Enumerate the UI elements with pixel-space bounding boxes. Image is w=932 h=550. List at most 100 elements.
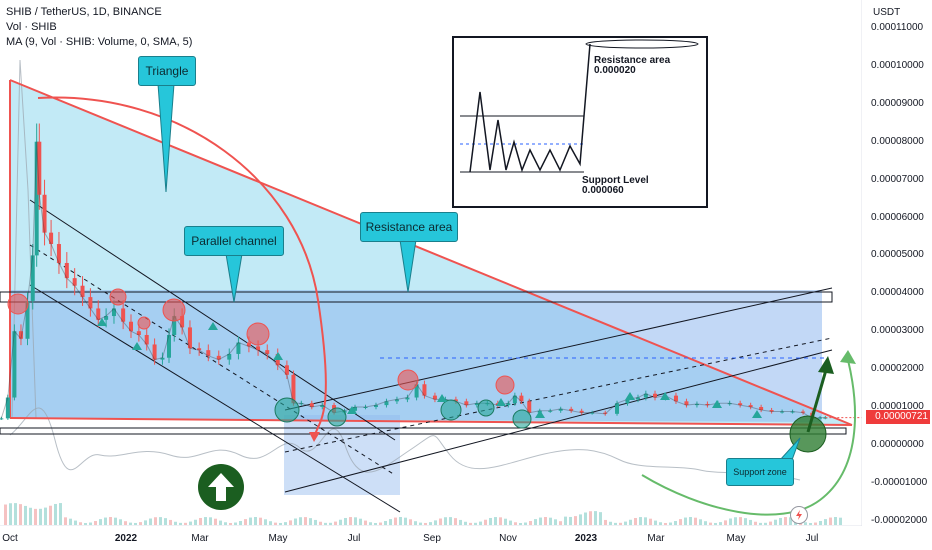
volume-bar: [569, 516, 572, 525]
volume-bar: [654, 520, 657, 525]
price-tick-label: 0.00006000: [871, 211, 924, 223]
candle-body: [790, 411, 795, 413]
candle-body: [187, 327, 192, 349]
candle-body: [635, 397, 640, 400]
volume-bar: [319, 521, 322, 525]
candle-body: [694, 403, 699, 406]
volume-bar: [154, 517, 157, 525]
volume-bar: [544, 517, 547, 525]
volume-bar: [734, 517, 737, 525]
volume-bar: [484, 519, 487, 525]
candle-body: [615, 403, 620, 414]
volume-bar: [454, 518, 457, 525]
volume-bar: [559, 521, 562, 525]
candle-body: [227, 353, 232, 360]
volume-bar: [384, 521, 387, 525]
ascending-channel-upper: [284, 287, 833, 411]
volume-bar: [159, 517, 162, 525]
tradingview-logo-badge[interactable]: [790, 506, 808, 524]
volume-bar: [769, 521, 772, 525]
buy-marker: [327, 407, 347, 427]
volume-bar: [669, 522, 672, 525]
volume-bar: [599, 512, 602, 525]
volume-bar: [299, 517, 302, 525]
volume-bar: [549, 517, 552, 525]
sell-marker: [162, 298, 186, 322]
candle-body: [384, 401, 389, 406]
volume-bar: [829, 517, 832, 525]
inset-diagram[interactable]: Resistance area 0.000020 Support Level 0…: [452, 36, 708, 208]
candle-body: [759, 407, 764, 411]
sell-marker: [495, 375, 515, 395]
candle-body: [144, 334, 149, 345]
sell-marker: [137, 316, 151, 330]
parallel-channel-upper: [29, 199, 396, 441]
volume-bar: [334, 521, 337, 525]
time-axis[interactable]: [0, 526, 862, 550]
time-tick-label: Mar: [647, 533, 665, 544]
parallel-channel-callout[interactable]: Parallel channel: [184, 226, 284, 256]
volume-bar: [789, 517, 792, 525]
support-zone-callout[interactable]: Support zone: [726, 458, 794, 486]
up-arrow-icon: [208, 473, 234, 501]
candle-body: [129, 321, 134, 332]
signal-triangle: [535, 410, 545, 418]
candle-body: [30, 255, 35, 301]
volume-bar: [429, 522, 432, 525]
candle-body: [80, 285, 85, 298]
candle-body: [49, 232, 54, 245]
volume-bar: [479, 521, 482, 525]
candle-body: [684, 401, 689, 406]
buy-markers: [274, 397, 827, 453]
legend-symbol[interactable]: SHIB / TetherUS, 1D, BINANCE: [6, 6, 162, 18]
candle-body: [72, 278, 77, 286]
volume-bar: [469, 522, 472, 525]
volume-bar: [219, 520, 222, 525]
volume-bar: [474, 522, 477, 525]
price-tick-label: 0.00008000: [871, 135, 924, 147]
volume-bar: [729, 518, 732, 525]
legend-volume[interactable]: Vol · SHIB: [6, 21, 57, 33]
volume-bar: [524, 522, 527, 525]
candle-body: [291, 374, 296, 404]
volume-bar: [54, 503, 57, 525]
forecast-curve-arrowhead: [840, 350, 856, 364]
volume-bar: [439, 518, 442, 525]
signal-triangle: [132, 342, 142, 350]
resistance-area-callout[interactable]: Resistance area: [360, 212, 458, 242]
volume-bar: [614, 522, 617, 525]
volume-bar: [274, 522, 277, 525]
candle-body: [405, 397, 410, 400]
price-axis[interactable]: [862, 0, 932, 526]
candle-body: [527, 401, 532, 413]
volume-bar: [684, 517, 687, 525]
time-tick-label: May: [726, 533, 746, 544]
volume-bar: [324, 522, 327, 525]
volume-bars: [4, 503, 842, 525]
candle-body: [284, 365, 289, 375]
volume-bar: [804, 522, 807, 525]
volume-bar: [499, 517, 502, 525]
price-tick-label: -0.00002000: [871, 514, 928, 526]
triangle-callout[interactable]: Triangle: [138, 56, 196, 86]
volume-bar: [189, 521, 192, 525]
signal-triangle: [496, 398, 506, 406]
candle-body: [373, 405, 378, 407]
candle-body: [506, 403, 511, 406]
candle-body: [25, 300, 30, 339]
chart-legend: SHIB / TetherUS, 1D, BINANCE Vol · SHIB …: [6, 5, 192, 50]
time-tick-label: 2023: [574, 533, 598, 544]
candle-body: [152, 344, 157, 360]
volume-bar: [74, 520, 77, 525]
triangle-upper-line: [9, 79, 853, 426]
triangle-lower-line: [9, 417, 853, 426]
inset-resistance-label: Resistance area: [594, 55, 671, 66]
price-tick-label: 0.00001000: [871, 401, 924, 412]
volume-bar: [69, 518, 72, 525]
volume-bar: [574, 516, 577, 525]
volume-bar: [64, 517, 67, 525]
volume-bar: [664, 522, 667, 525]
legend-ma[interactable]: MA (9, Vol · SHIB: Volume, 0, SMA, 5): [6, 36, 193, 48]
tradingview-logo-icon: [796, 510, 802, 520]
triangle-curve-arrowhead: [309, 432, 320, 442]
